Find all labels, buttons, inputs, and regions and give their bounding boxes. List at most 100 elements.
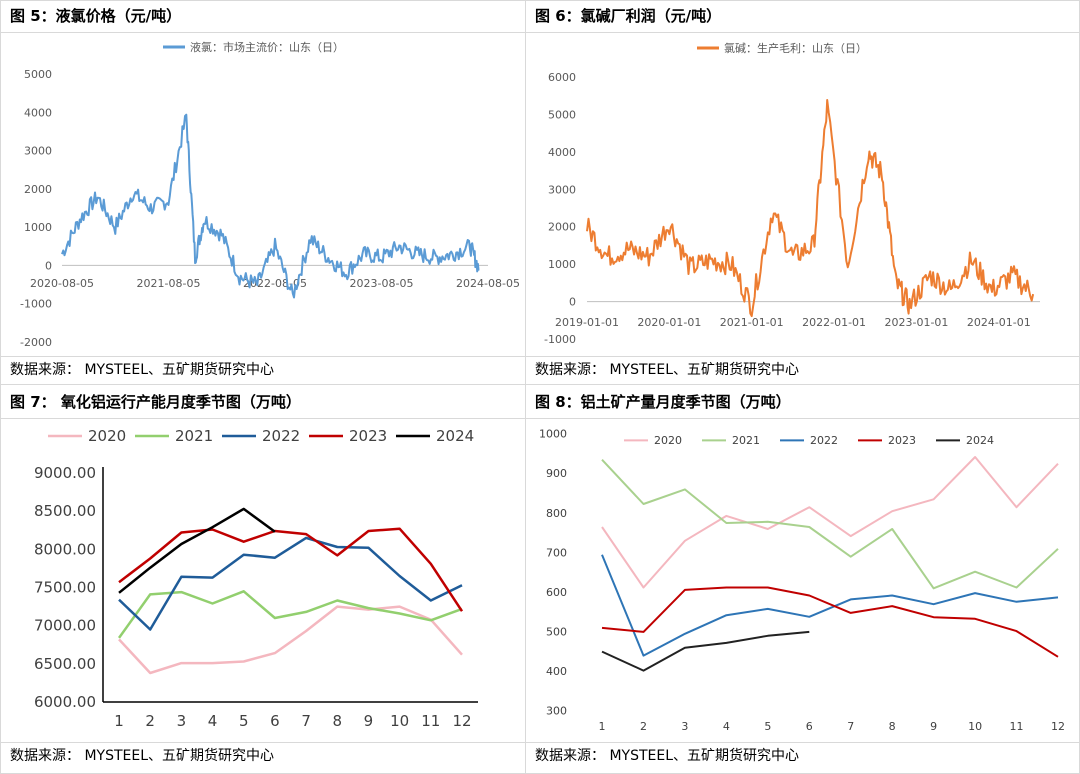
legend-label: 2024 <box>436 427 474 445</box>
chart-title: 图 6：氯碱厂利润（元/吨） <box>535 7 722 25</box>
series-line-2024 <box>118 507 276 594</box>
x-tick-label: 11 <box>421 712 440 730</box>
panel-chlor-alkali-profit: 图 6：氯碱厂利润（元/吨） 6000 5000 4000 3000 2000 1000 0… <box>525 0 1080 384</box>
chart-title: 图 8：铝土矿产量月度季节图（万吨） <box>535 393 791 411</box>
y-tick-label: 900 <box>546 467 567 480</box>
panel-liquid-chlorine-price: 图 5：液氯价格（元/吨） 5000 4000 3000 2000 1000 0 -1000… <box>0 0 525 384</box>
x-tick-label: 2023-01-01 <box>884 316 948 329</box>
y-tick-label: 800 <box>546 507 567 520</box>
x-tick-label: 4 <box>723 720 730 733</box>
x-tick-label: 2022-01-01 <box>802 316 866 329</box>
x-tick-label: 6 <box>270 712 280 730</box>
x-tick-label: 11 <box>1010 720 1024 733</box>
chart-title: 图 5：液氯价格（元/吨） <box>10 7 182 25</box>
series-line <box>586 99 1035 318</box>
legend-label: 2023 <box>888 434 916 447</box>
x-tick-label: 10 <box>390 712 409 730</box>
chart-liquid-chlorine: 5000 4000 3000 2000 1000 0 -1000 -2000 2020-08-0… <box>20 40 520 349</box>
y-tick-label: 7500.00 <box>34 579 96 597</box>
series-line-2021 <box>117 590 463 639</box>
legend-label: 2020 <box>88 427 126 445</box>
series-line-2022 <box>601 554 1059 657</box>
y-tick-label: 6000 <box>548 71 576 84</box>
panel-alumina-capacity: 图 7： 氧化铝运行产能月度季节图（万吨） 9000.00 8500.00 8000… <box>0 384 525 774</box>
x-tick-label: 6 <box>806 720 813 733</box>
legend-label: 2020 <box>654 434 682 447</box>
y-tick-label: 1000 <box>539 428 567 441</box>
y-tick-label: 5000 <box>24 68 52 81</box>
y-tick-label: 3000 <box>24 145 52 158</box>
y-tick-label: 2000 <box>24 183 52 196</box>
x-tick-label: 9 <box>364 712 374 730</box>
x-tick-label: 2 <box>640 720 647 733</box>
legend-label: 2021 <box>175 427 213 445</box>
legend-label: 2024 <box>966 434 994 447</box>
x-tick-label: 10 <box>968 720 982 733</box>
series-line-2020 <box>118 605 463 675</box>
x-tick-label: 8 <box>332 712 342 730</box>
y-tick-label: 500 <box>546 626 567 639</box>
chart-chlor-alkali: 6000 5000 4000 3000 2000 1000 0 -1000 2019-01-01… <box>544 41 1040 346</box>
y-tick-label: 300 <box>546 705 567 718</box>
y-tick-label: 5000 <box>548 108 576 121</box>
series-line-2023 <box>118 527 464 612</box>
series-line-2021 <box>601 459 1059 590</box>
y-tick-label: 0 <box>569 296 576 309</box>
y-tick-label: 3000 <box>548 183 576 196</box>
y-tick-label: -1000 <box>20 298 52 311</box>
series-line-2024 <box>601 630 810 672</box>
x-tick-label: 2023-08-05 <box>350 277 414 290</box>
x-tick-label: 2024-01-01 <box>967 316 1031 329</box>
x-tick-label: 3 <box>177 712 187 730</box>
series-line <box>61 113 480 299</box>
x-tick-label: 8 <box>889 720 896 733</box>
y-tick-label: 2000 <box>548 221 576 234</box>
x-tick-label: 7 <box>301 712 311 730</box>
x-tick-label: 7 <box>847 720 854 733</box>
source-note: 数据来源： MYSTEEL、五矿期货研究中心 <box>535 748 800 764</box>
legend-label: 2021 <box>732 434 760 447</box>
x-tick-label: 2019-01-01 <box>555 316 619 329</box>
legend-label: 2023 <box>349 427 387 445</box>
y-tick-label: -1000 <box>544 333 576 346</box>
y-tick-label: 7000.00 <box>34 617 96 635</box>
series-line-2022 <box>118 536 463 631</box>
x-tick-label: 2 <box>145 712 155 730</box>
y-tick-label: 8000.00 <box>34 540 96 558</box>
y-tick-label: 0 <box>45 259 52 272</box>
y-tick-label: 4000 <box>548 146 576 159</box>
y-tick-label: 6000.00 <box>34 693 96 711</box>
source-note: 数据来源： MYSTEEL、五矿期货研究中心 <box>535 362 800 378</box>
x-tick-label: 4 <box>208 712 218 730</box>
x-tick-label: 9 <box>930 720 937 733</box>
x-tick-label: 5 <box>764 720 771 733</box>
series-line-2020 <box>601 456 1059 589</box>
y-tick-label: 600 <box>546 586 567 599</box>
x-tick-label: 12 <box>452 712 471 730</box>
chart-alumina-capacity: 9000.00 8500.00 8000.00 7500.00 7000.00 6500.… <box>34 427 478 730</box>
x-tick-label: 2020-08-05 <box>30 277 94 290</box>
legend-label: 液氯：市场主流价：山东（日） <box>190 40 344 54</box>
source-note: 数据来源： MYSTEEL、五矿期货研究中心 <box>10 748 275 764</box>
x-tick-label: 1 <box>599 720 606 733</box>
y-tick-label: 8500.00 <box>34 502 96 520</box>
x-tick-label: 1 <box>114 712 124 730</box>
y-tick-label: 9000.00 <box>34 464 96 482</box>
y-tick-label: -2000 <box>20 336 52 349</box>
y-tick-label: 4000 <box>24 106 52 119</box>
x-tick-label: 2021-08-05 <box>137 277 201 290</box>
series-line-2023 <box>601 586 1059 658</box>
panel-bauxite-output: 图 8：铝土矿产量月度季节图（万吨） 1000 900 800 700 600 500 40… <box>525 384 1080 774</box>
legend-label: 氯碱：生产毛利：山东（日） <box>724 41 867 55</box>
source-note: 数据来源： MYSTEEL、五矿期货研究中心 <box>10 362 275 378</box>
y-tick-label: 1000 <box>548 258 576 271</box>
y-tick-label: 6500.00 <box>34 655 96 673</box>
chart-title: 图 7： 氧化铝运行产能月度季节图（万吨） <box>10 393 301 411</box>
x-tick-label: 3 <box>681 720 688 733</box>
y-tick-label: 1000 <box>24 221 52 234</box>
legend-label: 2022 <box>810 434 838 447</box>
x-tick-label: 5 <box>239 712 249 730</box>
y-tick-label: 400 <box>546 665 567 678</box>
legend-label: 2022 <box>262 427 300 445</box>
